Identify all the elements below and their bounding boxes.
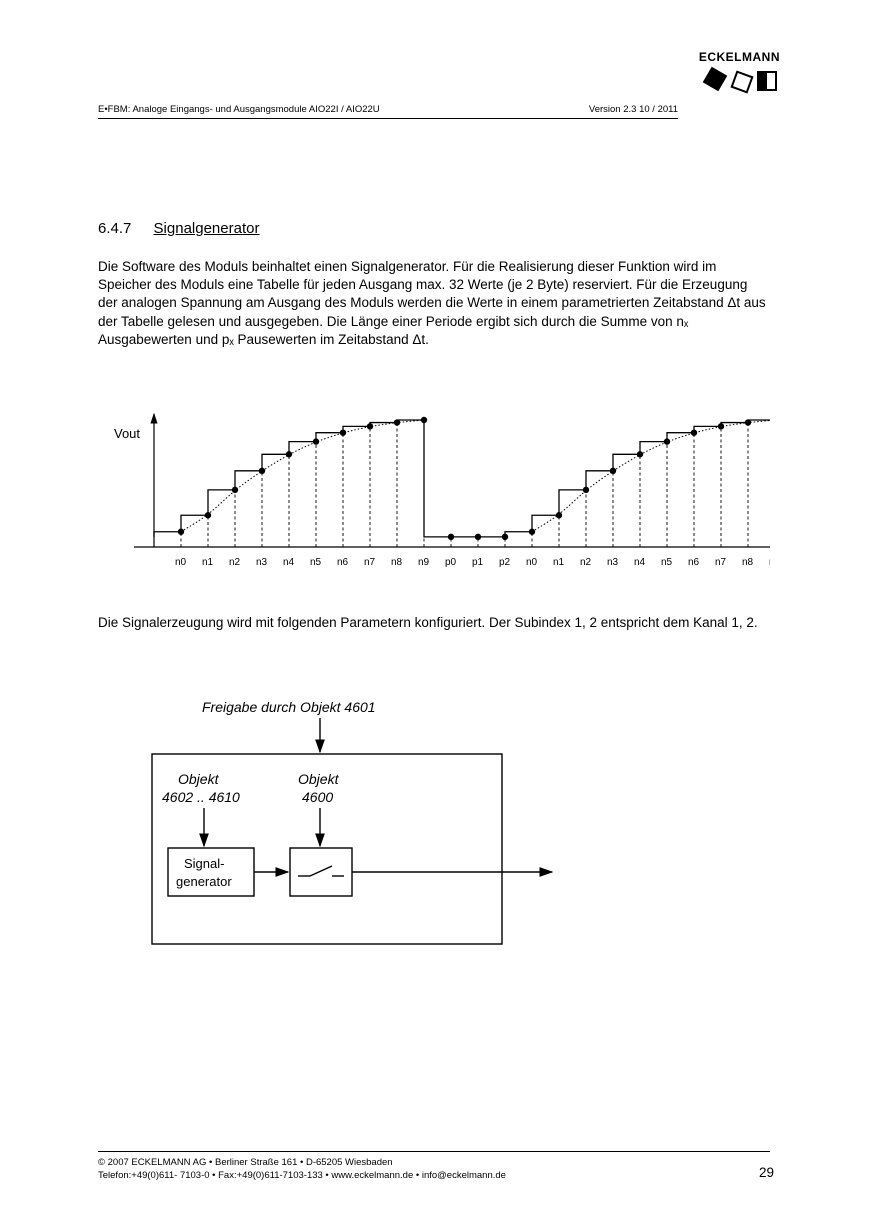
svg-text:Objekt: Objekt [178, 771, 220, 787]
section-title: Signalgenerator [154, 220, 260, 237]
svg-text:n1: n1 [553, 557, 565, 568]
svg-text:n8: n8 [391, 557, 403, 568]
block-diagram: Freigabe durch Objekt 4601 Objekt 4602 .. … [140, 696, 570, 956]
svg-text:n7: n7 [364, 557, 376, 568]
brand-name: ECKELMANN [680, 50, 780, 64]
brand-shapes-icon [680, 66, 780, 96]
svg-text:n8: n8 [742, 557, 754, 568]
svg-text:Vout: Vout [114, 426, 140, 441]
svg-text:n9: n9 [769, 557, 770, 568]
footer-rule [98, 1151, 770, 1152]
brand-logo: ECKELMANN [680, 50, 780, 96]
paragraph-1: Die Software des Moduls beinhaltet einen… [98, 258, 770, 349]
svg-text:n3: n3 [607, 557, 619, 568]
header-right: Version 2.3 10 / 2011 [589, 104, 678, 115]
svg-text:n3: n3 [256, 557, 268, 568]
svg-text:n6: n6 [337, 557, 349, 568]
svg-text:p2: p2 [499, 557, 511, 568]
footer-text: © 2007 ECKELMANN AG • Berliner Straße 16… [98, 1157, 698, 1182]
svg-text:4602 .. 4610: 4602 .. 4610 [162, 789, 240, 805]
svg-text:p0: p0 [445, 557, 457, 568]
svg-text:n2: n2 [580, 557, 592, 568]
page-header: E•FBM: Analoge Eingangs- und Ausgangsmod… [98, 104, 678, 115]
footer-line-1: © 2007 ECKELMANN AG • Berliner Straße 16… [98, 1157, 698, 1169]
signal-chart: Vout n0 n1 n2 n3 n4 n5 n6 n7 n8 n9 p0 p1 p2 n0 n1 n2 n3 n4… [98, 402, 770, 582]
svg-text:4600: 4600 [302, 789, 333, 805]
svg-text:Freigabe durch Objekt 4601: Freigabe durch Objekt 4601 [202, 699, 376, 715]
section-number: 6.4.7 [98, 220, 131, 237]
svg-text:n5: n5 [661, 557, 673, 568]
svg-text:n0: n0 [175, 557, 187, 568]
svg-text:p1: p1 [472, 557, 484, 568]
page-number: 29 [759, 1165, 774, 1180]
svg-text:n9: n9 [418, 557, 430, 568]
svg-text:n6: n6 [688, 557, 700, 568]
svg-text:Objekt: Objekt [298, 771, 340, 787]
header-rule [98, 118, 678, 119]
svg-text:n1: n1 [202, 557, 214, 568]
svg-text:generator: generator [176, 874, 232, 889]
section-heading: 6.4.7 Signalgenerator [98, 220, 259, 237]
svg-text:n2: n2 [229, 557, 241, 568]
svg-text:n4: n4 [283, 557, 295, 568]
svg-text:Signal-: Signal- [184, 856, 224, 871]
svg-text:n7: n7 [715, 557, 727, 568]
svg-text:n4: n4 [634, 557, 646, 568]
footer-line-2: Telefon:+49(0)611- 7103-0 • Fax:+49(0)61… [98, 1170, 698, 1182]
paragraph-2: Die Signalerzeugung wird mit folgenden P… [98, 614, 770, 632]
svg-text:n0: n0 [526, 557, 538, 568]
svg-text:n5: n5 [310, 557, 322, 568]
header-left: E•FBM: Analoge Eingangs- und Ausgangsmod… [98, 104, 380, 115]
